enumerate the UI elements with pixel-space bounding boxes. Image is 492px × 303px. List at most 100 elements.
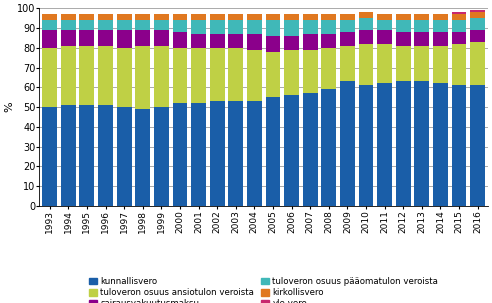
Bar	[452, 20, 466, 32]
Bar	[303, 14, 318, 20]
Bar	[173, 103, 187, 206]
Bar	[414, 46, 429, 82]
Bar	[117, 20, 131, 30]
Bar	[452, 32, 466, 44]
Bar	[247, 34, 262, 50]
Bar	[117, 14, 131, 20]
Bar	[98, 105, 113, 206]
Bar	[284, 14, 299, 20]
Bar	[247, 50, 262, 101]
Bar	[42, 20, 57, 30]
Bar	[135, 109, 150, 206]
Bar	[61, 14, 76, 20]
Bar	[191, 103, 206, 206]
Bar	[135, 30, 150, 46]
Bar	[98, 46, 113, 105]
Bar	[303, 93, 318, 206]
Bar	[414, 82, 429, 206]
Bar	[154, 46, 169, 107]
Bar	[247, 20, 262, 34]
Bar	[414, 14, 429, 20]
Bar	[98, 30, 113, 46]
Bar	[266, 52, 280, 97]
Bar	[284, 50, 299, 95]
Bar	[284, 95, 299, 206]
Bar	[452, 12, 466, 14]
Bar	[340, 46, 355, 82]
Bar	[303, 50, 318, 93]
Bar	[135, 46, 150, 109]
Bar	[340, 20, 355, 32]
Bar	[359, 18, 373, 30]
Bar	[210, 101, 224, 206]
Bar	[61, 30, 76, 46]
Bar	[396, 46, 411, 82]
Bar	[80, 105, 94, 206]
Bar	[470, 30, 485, 42]
Bar	[359, 12, 373, 18]
Bar	[135, 14, 150, 20]
Bar	[42, 107, 57, 206]
Bar	[470, 10, 485, 12]
Bar	[470, 42, 485, 85]
Bar	[266, 20, 280, 36]
Bar	[61, 105, 76, 206]
Bar	[452, 85, 466, 206]
Bar	[61, 46, 76, 105]
Bar	[433, 32, 448, 46]
Bar	[228, 20, 243, 34]
Bar	[470, 12, 485, 18]
Bar	[321, 34, 336, 48]
Bar	[154, 14, 169, 20]
Bar	[321, 14, 336, 20]
Bar	[452, 14, 466, 20]
Bar	[80, 14, 94, 20]
Bar	[210, 34, 224, 48]
Bar	[191, 34, 206, 48]
Bar	[359, 30, 373, 44]
Bar	[396, 32, 411, 46]
Bar	[191, 14, 206, 20]
Bar	[210, 20, 224, 34]
Bar	[61, 20, 76, 30]
Y-axis label: %: %	[4, 102, 14, 112]
Bar	[173, 20, 187, 32]
Bar	[303, 34, 318, 50]
Bar	[470, 85, 485, 206]
Bar	[135, 20, 150, 30]
Bar	[284, 20, 299, 36]
Bar	[173, 32, 187, 48]
Bar	[433, 20, 448, 32]
Bar	[42, 48, 57, 107]
Bar	[433, 46, 448, 83]
Bar	[42, 30, 57, 48]
Bar	[340, 32, 355, 46]
Bar	[377, 44, 392, 83]
Bar	[117, 30, 131, 48]
Bar	[247, 101, 262, 206]
Bar	[173, 48, 187, 103]
Bar	[228, 14, 243, 20]
Bar	[228, 101, 243, 206]
Bar	[210, 14, 224, 20]
Bar	[247, 14, 262, 20]
Legend: kunnallisvero, tuloveron osuus ansiotulon veroista, sairausvakuutusmaksu, tulove: kunnallisvero, tuloveron osuus ansiotulo…	[86, 274, 442, 303]
Bar	[228, 34, 243, 48]
Bar	[154, 30, 169, 46]
Bar	[154, 107, 169, 206]
Bar	[210, 48, 224, 101]
Bar	[340, 14, 355, 20]
Bar	[98, 20, 113, 30]
Bar	[377, 14, 392, 20]
Bar	[340, 82, 355, 206]
Bar	[359, 44, 373, 85]
Bar	[321, 89, 336, 206]
Bar	[42, 14, 57, 20]
Bar	[377, 20, 392, 30]
Bar	[80, 30, 94, 46]
Bar	[359, 85, 373, 206]
Bar	[414, 20, 429, 32]
Bar	[191, 48, 206, 103]
Bar	[117, 48, 131, 107]
Bar	[377, 30, 392, 44]
